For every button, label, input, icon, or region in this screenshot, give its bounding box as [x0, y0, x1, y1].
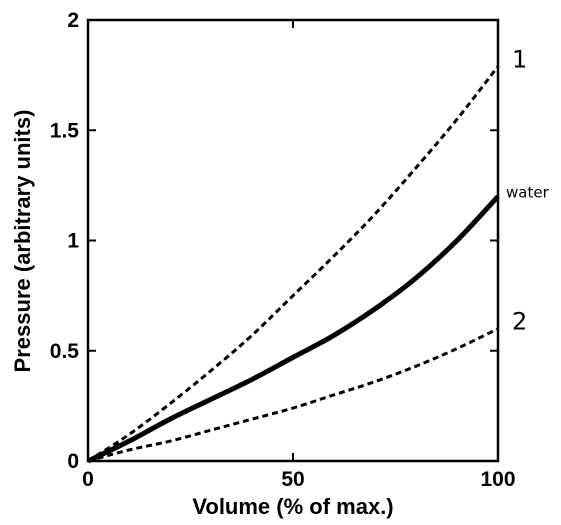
tick-layer: 0 50 100 0 0.5 1 1.5 2	[50, 9, 516, 491]
x-tick-label: 100	[480, 468, 515, 491]
series-label-1: 1	[512, 45, 527, 73]
x-tick-label: 50	[281, 468, 304, 491]
series-label-2: 2	[512, 308, 527, 336]
series-line-2	[87, 327, 499, 463]
y-tick-label: 0.5	[50, 340, 80, 363]
y-tick-label: 0	[67, 450, 79, 473]
y-tick-label: 2	[67, 9, 79, 32]
y-axis-title: Pressure (arbitrary units)	[10, 110, 35, 373]
plot-frame	[86, 18, 500, 463]
series-label-layer: 1 water 2	[506, 45, 550, 335]
series-line-1	[87, 65, 500, 463]
y-tick-label: 1.5	[50, 119, 80, 142]
x-tick-label: 0	[82, 468, 94, 491]
series-label-water: water	[506, 183, 550, 201]
series-layer	[86, 65, 500, 464]
x-axis-title: Volume (% of max.)	[192, 494, 393, 519]
series-line-water	[86, 194, 500, 464]
y-tick-label: 1	[67, 230, 79, 253]
